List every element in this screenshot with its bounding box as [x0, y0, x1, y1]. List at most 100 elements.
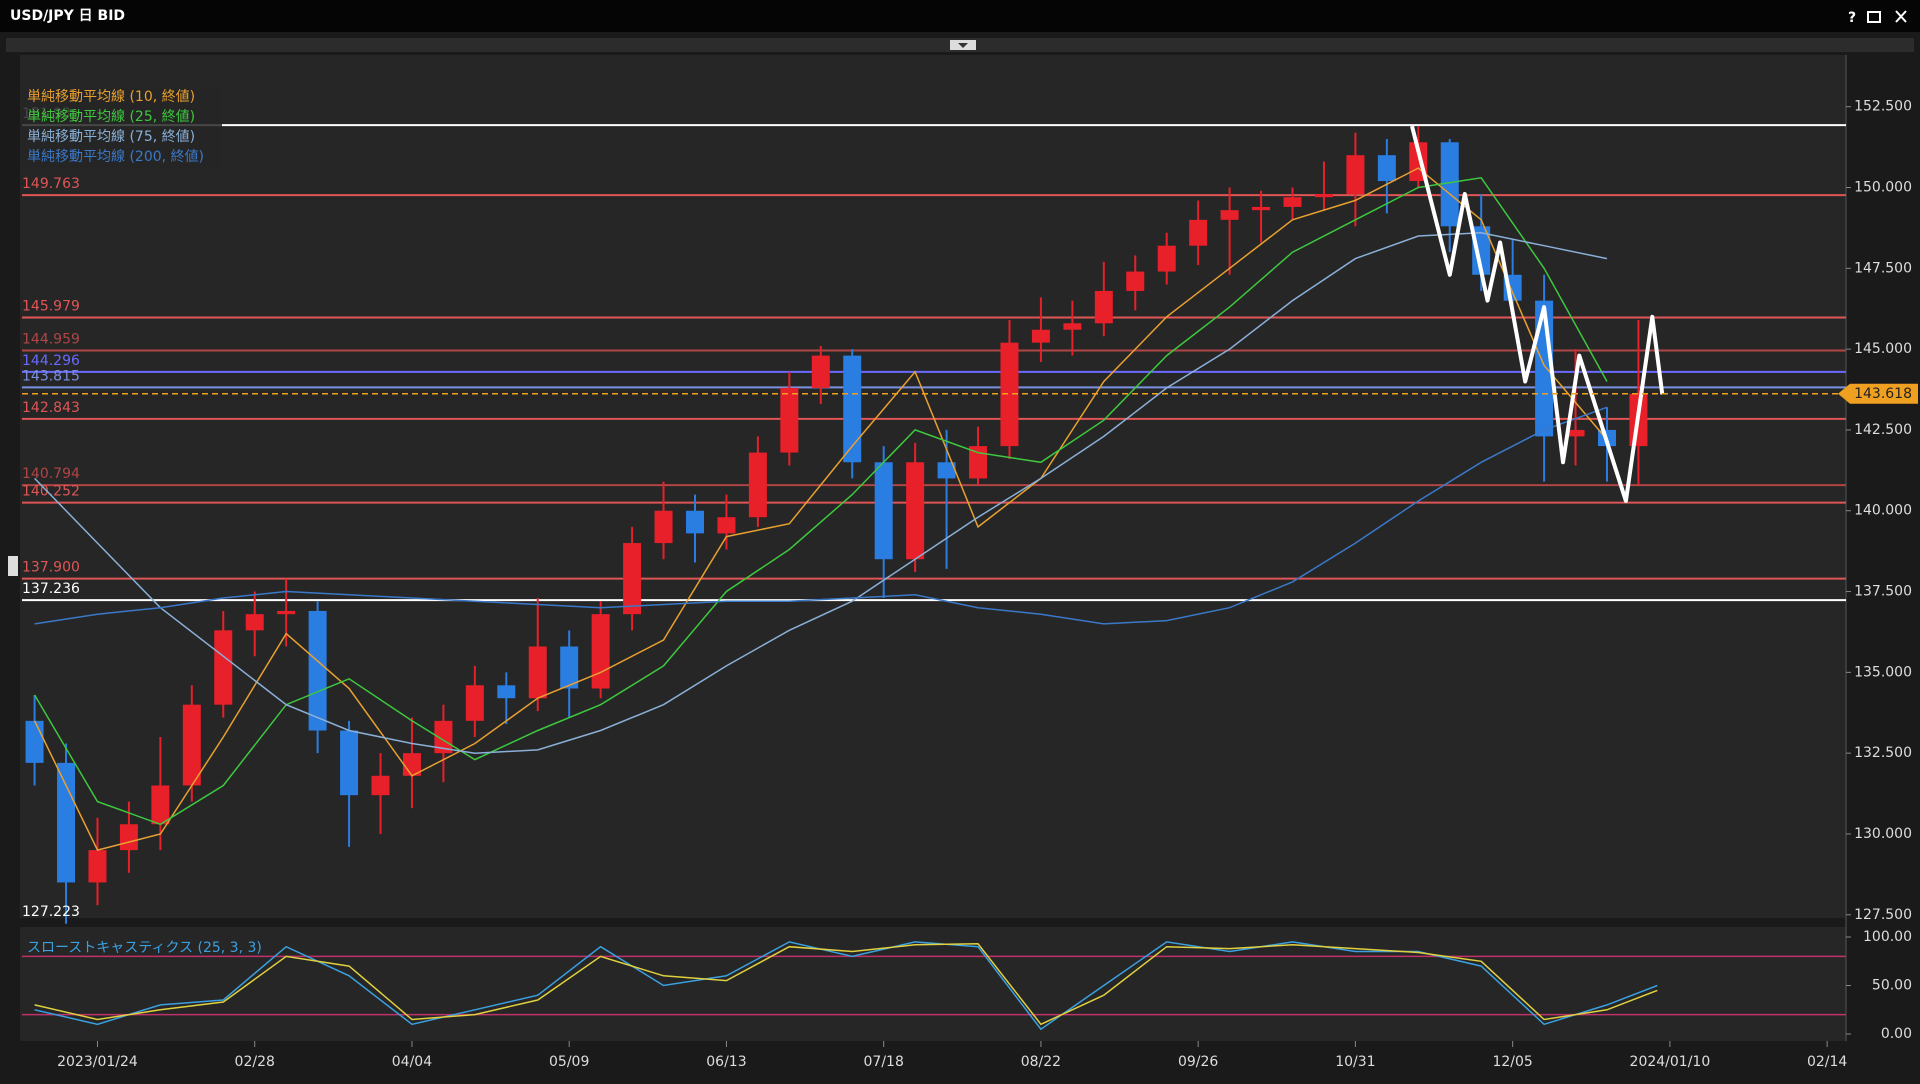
close-button[interactable] — [1895, 10, 1907, 23]
candle-body — [340, 730, 359, 796]
x-tick-label: 08/22 — [1021, 1054, 1061, 1070]
candle-body — [1220, 210, 1239, 220]
candle-body — [906, 462, 925, 560]
y-tick-label: 50.00 — [1872, 978, 1912, 994]
x-tick-label: 2024/01/10 — [1630, 1054, 1711, 1070]
candle-body — [1252, 206, 1271, 211]
candle-body — [874, 462, 893, 560]
legend-entry: 単純移動平均線 (10, 終値) — [27, 89, 195, 105]
x-tick-label: 06/13 — [706, 1054, 746, 1070]
y-tick-label: 142.500 — [1854, 422, 1912, 438]
y-tick-label: 135.000 — [1854, 664, 1912, 680]
ma-line — [33, 176, 1608, 826]
x-tick-label: 10/31 — [1335, 1054, 1375, 1070]
candle-body — [119, 824, 138, 851]
candle-body — [1157, 245, 1176, 272]
x-tick-label: 09/26 — [1178, 1054, 1218, 1070]
level-label: 144.296 — [22, 353, 80, 369]
legend-entry: 単純移動平均線 (75, 終値) — [27, 129, 195, 145]
main-chart: 127.500 130.000 132.500 135.000 137.500 140.0… — [22, 86, 1918, 1070]
level-label: 137.900 — [22, 560, 80, 576]
candle-body — [1031, 329, 1050, 343]
ma-line — [34, 232, 1608, 754]
candle-body — [717, 517, 736, 534]
y-tick-label: 132.500 — [1854, 745, 1912, 761]
window-title: USD/JPY 日 BID — [10, 8, 125, 24]
x-tick-label: 07/18 — [864, 1054, 904, 1070]
candle-body — [25, 720, 44, 763]
indicator-title: スローストキャスティクス (25, 3, 3) — [27, 940, 262, 956]
help-button[interactable]: ? — [1848, 10, 1856, 26]
level-label: 145.979 — [22, 298, 80, 314]
stoch-line — [34, 943, 1658, 1026]
ma-line — [34, 406, 1608, 625]
candle-body — [528, 646, 547, 699]
candle-body — [1126, 271, 1145, 291]
x-tick-label: 04/04 — [392, 1054, 432, 1070]
candle-body — [371, 775, 390, 796]
candle-body — [465, 685, 484, 721]
candle-body — [245, 614, 264, 631]
legend-entry: 単純移動平均線 (200, 終値) — [27, 149, 204, 165]
last-price-label: 143.618 — [1854, 386, 1912, 402]
y-tick-label: 145.000 — [1854, 341, 1912, 357]
level-label: 149.763 — [22, 176, 80, 192]
y-tick-label: 140.000 — [1854, 503, 1912, 519]
candle-body — [591, 614, 610, 689]
candle-body — [560, 646, 579, 689]
stochastic-chart: 0.00 50.00 100.00 スローストキャスティクス (25, 3, 3) — [22, 929, 1912, 1042]
low-label: 127.223 — [22, 904, 80, 920]
candle-body — [780, 387, 799, 453]
candle-body — [214, 630, 233, 705]
level-label: 142.843 — [22, 400, 80, 416]
y-tick-label: 127.500 — [1854, 907, 1912, 923]
candle-body — [1377, 155, 1396, 182]
y-tick-label: 152.500 — [1854, 99, 1912, 115]
candle-body — [1566, 429, 1585, 437]
y-tick-label: 150.000 — [1854, 180, 1912, 196]
candle-body — [685, 510, 704, 534]
candle-body — [497, 685, 516, 699]
candle-body — [1000, 342, 1019, 447]
legend-bg — [22, 86, 222, 170]
x-tick-label: 2023/01/24 — [57, 1054, 138, 1070]
side-handle[interactable] — [8, 556, 18, 576]
x-tick-label: 02/28 — [235, 1054, 275, 1070]
candle-body — [1094, 290, 1113, 324]
legend-entry: 単純移動平均線 (25, 終値) — [27, 109, 195, 125]
candle-body — [811, 355, 830, 388]
y-tick-label: 0.00 — [1881, 1026, 1912, 1042]
candle-body — [748, 452, 767, 518]
y-tick-label: 130.000 — [1854, 826, 1912, 842]
y-tick-label: 100.00 — [1863, 929, 1912, 945]
candle-body — [623, 543, 642, 615]
candle-body — [434, 720, 453, 754]
x-tick-label: 12/05 — [1492, 1054, 1532, 1070]
x-tick-label: 02/14 — [1807, 1054, 1847, 1070]
y-tick-label: 147.500 — [1854, 260, 1912, 276]
candle-body — [1472, 226, 1491, 275]
ma-line — [33, 167, 1608, 851]
candle-body — [151, 785, 170, 825]
candle-body — [277, 610, 296, 615]
candle-body — [1346, 155, 1365, 194]
x-tick-label: 05/09 — [549, 1054, 589, 1070]
candle-body — [1063, 323, 1082, 330]
candle-body — [654, 510, 673, 544]
level-label: 140.252 — [22, 484, 80, 500]
candle-body — [937, 462, 956, 479]
toggle-arrow — [958, 43, 968, 48]
candle-body — [182, 704, 201, 786]
main-plot — [20, 55, 1846, 918]
maximize-button[interactable] — [1867, 11, 1881, 23]
y-tick-label: 137.500 — [1854, 584, 1912, 600]
candle-body — [1314, 193, 1333, 198]
level-label: 143.815 — [22, 368, 80, 384]
level-label: 140.794 — [22, 466, 80, 482]
level-label: 144.959 — [22, 331, 80, 347]
last-price-tag — [1838, 383, 1918, 404]
candle-body — [1440, 142, 1459, 227]
candle-body — [843, 355, 862, 463]
candle-body — [1283, 197, 1302, 207]
